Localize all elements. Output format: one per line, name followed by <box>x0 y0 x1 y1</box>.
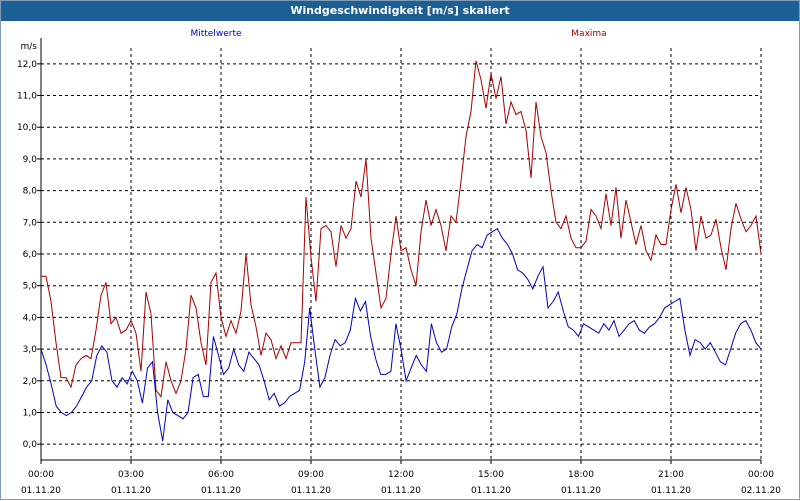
series-lines <box>40 60 762 442</box>
y-tick-label: 10,0 <box>17 123 37 133</box>
y-tick-label: 4,0 <box>23 313 38 323</box>
x-tick-date-label: 01.11.20 <box>291 486 331 496</box>
legend-maxima: Maxima <box>571 29 606 39</box>
x-tick-time-label: 18:00 <box>568 470 594 480</box>
y-tick-label: 3,0 <box>23 345 38 355</box>
x-tick-time-label: 12:00 <box>388 470 414 480</box>
series-line-mittelwerte <box>40 227 762 442</box>
window-title: Windgeschwindigkeit [m/s] skaliert <box>1 1 799 21</box>
axes <box>37 38 762 464</box>
x-tick-time-label: 21:00 <box>658 470 684 480</box>
x-tick-date-label: 01.11.20 <box>381 486 421 496</box>
y-tick-label: 1,0 <box>23 408 38 418</box>
y-axis-unit-label: m/s <box>21 42 38 52</box>
x-tick-date-label: 01.11.20 <box>21 486 61 496</box>
y-tick-label: 8,0 <box>23 187 38 197</box>
y-tick-label: 7,0 <box>23 218 38 228</box>
y-tick-label: 0,0 <box>23 440 38 450</box>
x-tick-date-label: 02.11.20 <box>741 486 781 496</box>
x-tick-time-label: 03:00 <box>118 470 144 480</box>
x-tick-date-label: 01.11.20 <box>561 486 601 496</box>
series-line-maxima <box>41 60 762 398</box>
y-tick-label: 12,0 <box>17 60 37 70</box>
y-tick-label: 5,0 <box>23 282 38 292</box>
x-tick-time-label: 06:00 <box>208 470 234 480</box>
x-tick-date-label: 01.11.20 <box>201 486 241 496</box>
y-tick-label: 2,0 <box>23 377 38 387</box>
x-tick-date-label: 01.11.20 <box>111 486 151 496</box>
y-tick-label: 6,0 <box>23 250 38 260</box>
x-tick-time-label: 09:00 <box>298 470 324 480</box>
x-tick-time-label: 00:00 <box>748 470 774 480</box>
legend-mittelwerte: Mittelwerte <box>190 29 241 39</box>
y-tick-label: 9,0 <box>23 155 38 165</box>
x-tick-time-label: 15:00 <box>478 470 504 480</box>
axis-labels: 12,0 11,0 10,0 9,0 8,0 7,0 6,0 5,0 4,0 3,0 2,0 1,0 0… <box>17 29 781 496</box>
y-tick-label: 11,0 <box>17 92 37 102</box>
x-tick-date-label: 01.11.20 <box>651 486 691 496</box>
x-tick-time-label: 00:00 <box>28 470 54 480</box>
x-tick-date-label: 01.11.20 <box>471 486 511 496</box>
grid <box>41 48 762 460</box>
